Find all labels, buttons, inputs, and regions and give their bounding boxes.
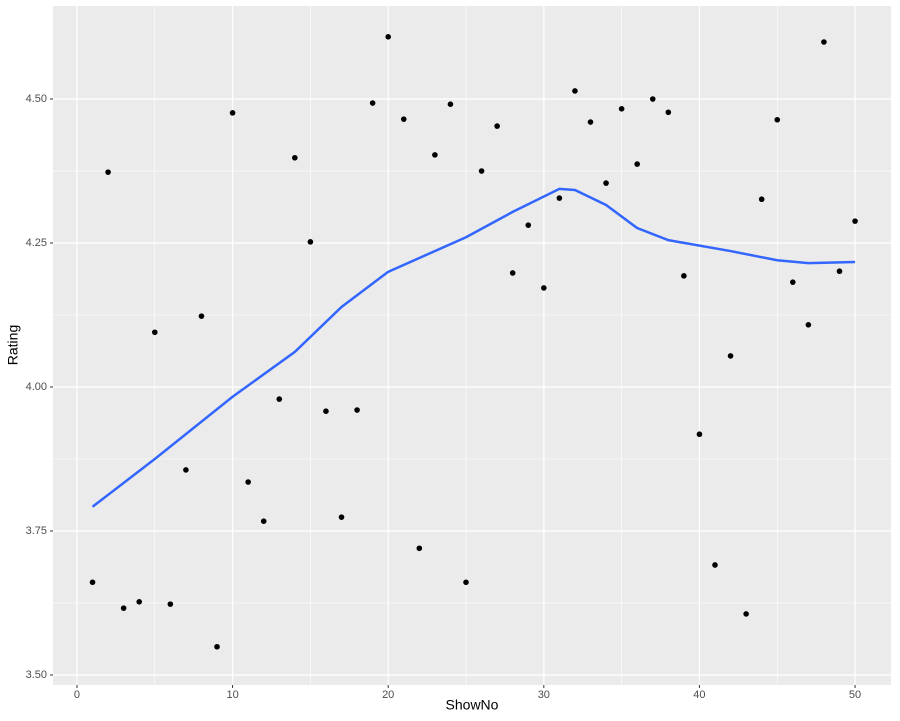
panel-background	[53, 6, 891, 685]
x-tick-label: 30	[538, 689, 550, 701]
point	[634, 161, 640, 167]
y-axis-title: Rating	[5, 325, 21, 365]
point	[276, 396, 283, 402]
x-tick-label: 20	[382, 689, 394, 701]
point	[292, 154, 298, 161]
point	[681, 273, 687, 279]
point	[229, 110, 236, 116]
point	[603, 180, 609, 186]
point	[416, 545, 423, 552]
point	[649, 96, 656, 102]
x-tick-label: 0	[74, 689, 80, 701]
smooth-line	[91, 187, 856, 508]
x-tick-label: 10	[226, 689, 238, 701]
point	[400, 116, 407, 122]
point	[541, 285, 547, 291]
point	[136, 599, 143, 605]
point	[790, 279, 796, 285]
point	[774, 116, 781, 123]
point	[260, 518, 267, 524]
point	[836, 268, 843, 275]
y-tick-label: 3.50	[26, 669, 47, 681]
x-axis-title: ShowNo	[446, 697, 499, 713]
point	[354, 407, 360, 413]
point	[151, 329, 158, 336]
point	[758, 196, 765, 203]
point	[89, 579, 96, 586]
point	[338, 514, 345, 520]
point	[712, 562, 718, 568]
point	[556, 195, 563, 201]
point	[323, 408, 329, 414]
point	[743, 611, 749, 617]
point	[447, 101, 454, 108]
point	[120, 605, 127, 611]
point	[214, 643, 220, 650]
point	[463, 579, 469, 586]
point	[478, 168, 485, 174]
point	[821, 39, 827, 45]
y-tick-label: 4.00	[26, 381, 47, 393]
point	[665, 109, 672, 116]
point	[198, 313, 205, 319]
point	[587, 119, 594, 125]
y-tick-label: 4.50	[26, 93, 47, 105]
point	[525, 222, 532, 228]
point	[183, 467, 189, 473]
point	[105, 169, 111, 175]
x-tick-label: 50	[849, 689, 861, 701]
point	[805, 321, 812, 328]
point	[696, 431, 703, 438]
x-tick-label: 40	[693, 689, 705, 701]
point	[618, 106, 625, 112]
y-tick-label: 4.25	[26, 237, 47, 249]
point	[245, 479, 251, 485]
point	[167, 601, 174, 607]
y-tick-label: 3.75	[26, 525, 47, 537]
point	[852, 218, 858, 224]
point	[385, 34, 392, 40]
point	[494, 123, 500, 129]
point	[432, 152, 438, 158]
point	[572, 88, 578, 94]
point	[369, 100, 376, 106]
point	[307, 239, 314, 245]
point	[727, 353, 734, 359]
point	[509, 270, 516, 276]
